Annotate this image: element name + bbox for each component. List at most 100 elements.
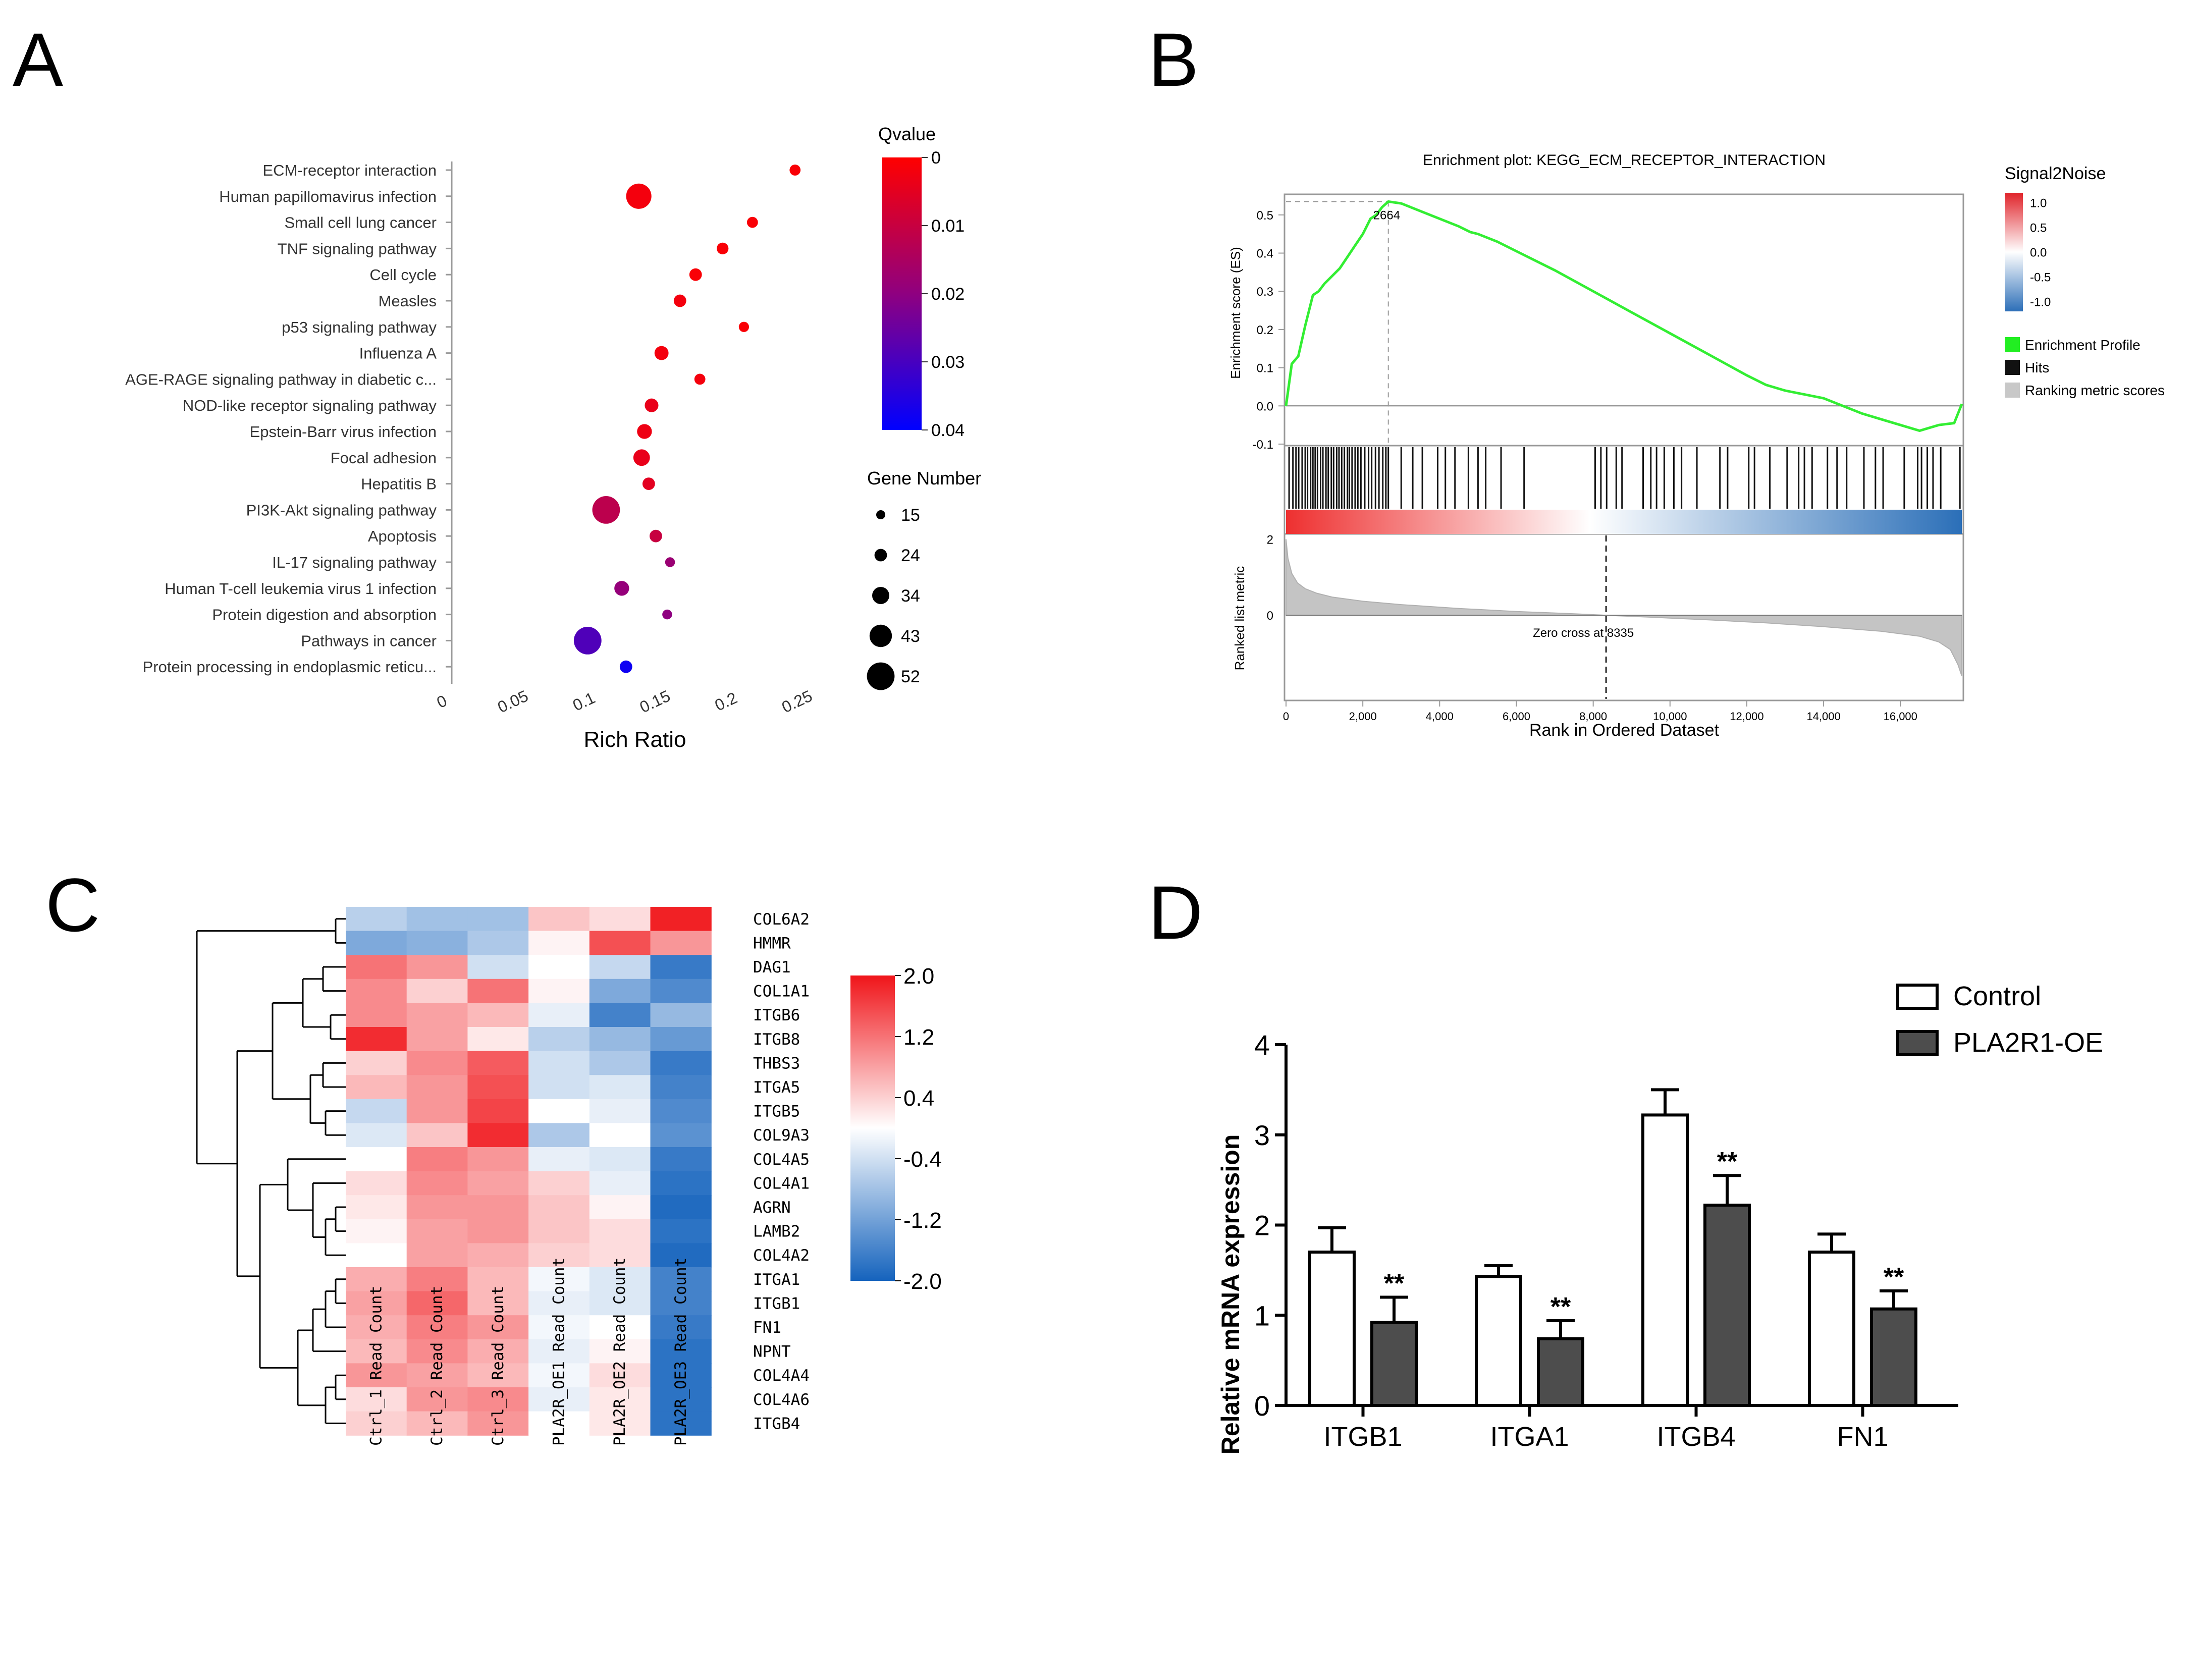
b-x-tick-label: 14,000 xyxy=(1806,710,1840,723)
c-row-label: ITGB1 xyxy=(753,1294,800,1313)
b-ranked-area xyxy=(1286,539,1962,677)
c-heatmap-cell xyxy=(650,1051,712,1075)
c-heatmap-cell xyxy=(346,1171,407,1196)
c-colorbar-ticks: 2.0 1.2 0.4 -0.4 -1.2 -2.0 xyxy=(895,964,942,1294)
c-column-labels: Ctrl_1 Read Count Ctrl_2 Read Count Ctrl_3… xyxy=(367,1258,690,1446)
panel-label-d: D xyxy=(1148,870,1203,955)
c-heatmap-cell xyxy=(589,1195,651,1220)
c-heatmap-cell xyxy=(528,1267,590,1292)
a-dot xyxy=(614,581,629,596)
panel-label-c: C xyxy=(45,862,100,947)
c-heatmap-cell xyxy=(467,1267,529,1292)
c-heatmap-cell xyxy=(589,979,651,1003)
c-heatmap-cell xyxy=(346,1123,407,1148)
b-es-tick-label: 0.4 xyxy=(1257,247,1273,261)
c-heatmap-cell xyxy=(346,1195,407,1220)
c-heatmap-cell xyxy=(528,907,590,932)
d-bar-pla2r1-oe xyxy=(1370,1321,1418,1407)
c-heatmap-cell xyxy=(467,1315,529,1340)
b-signal2noise-ticks: 1.0 0.5 0.0 -0.5 -1.0 xyxy=(2030,197,2051,309)
c-heatmap-cell xyxy=(406,1411,468,1436)
c-heatmap-cell xyxy=(650,1339,712,1364)
a-x-tick-label: 0.25 xyxy=(779,687,815,717)
c-heatmap-cell xyxy=(528,1147,590,1172)
a-gene-legend-dot xyxy=(867,662,895,690)
d-legend-label: Control xyxy=(1953,981,2041,1011)
a-dot xyxy=(662,609,672,620)
panel-b-gsea-plot: Enrichment plot: KEGG_ECM_RECEPTOR_INTER… xyxy=(1228,152,2165,740)
c-heatmap-cell xyxy=(528,1339,590,1364)
b-legend-swatch xyxy=(2005,337,2020,352)
c-heatmap-cell xyxy=(346,1027,407,1052)
a-x-tick-label: 0.05 xyxy=(495,687,531,717)
c-heatmap-cell xyxy=(467,1243,529,1268)
a-category-label: NOD-like receptor signaling pathway xyxy=(183,397,437,414)
c-heatmap-cell xyxy=(528,1075,590,1100)
c-heatmap-cell xyxy=(589,1339,651,1364)
b-peak-label: 2664 xyxy=(1373,208,1400,222)
c-row-label: COL4A1 xyxy=(753,1174,810,1193)
c-row-label: FN1 xyxy=(753,1319,781,1337)
b-x-tick-label: 12,000 xyxy=(1730,710,1763,723)
b-es-curve xyxy=(1285,200,1963,432)
a-x-axis-label: Rich Ratio xyxy=(584,727,686,752)
a-qvalue-ticks: 0 0.01 0.02 0.03 0.04 xyxy=(922,148,965,440)
a-x-tick-label: 0.2 xyxy=(712,688,740,714)
a-category-ticks: ECM-receptor interaction Human papillomav… xyxy=(125,161,452,676)
c-heatmap-cell xyxy=(467,1099,529,1123)
c-heatmap-cell xyxy=(467,1411,529,1436)
a-category-label: p53 signaling pathway xyxy=(282,318,437,336)
panel-a-dot-plot: ECM-receptor interaction Human papillomav… xyxy=(125,124,981,752)
a-dot xyxy=(717,242,729,255)
c-heatmap-cell xyxy=(346,955,407,980)
c-heatmap-cell xyxy=(528,1195,590,1220)
a-qvalue-tick-label: 0.01 xyxy=(931,216,965,236)
c-row-label: COL4A2 xyxy=(753,1247,810,1265)
c-heatmap-cell xyxy=(467,1291,529,1316)
c-heatmap-cell xyxy=(467,1171,529,1196)
c-heatmap-cell xyxy=(346,1363,407,1388)
d-legend-swatch xyxy=(1896,984,1939,1010)
b-title: Enrichment plot: KEGG_ECM_RECEPTOR_INTER… xyxy=(1423,152,1826,169)
c-row-labels: COL6A2 HMMR DAG1 COL1A1 ITGB6 ITGB8 THBS3 ITGA5… xyxy=(753,910,810,1433)
c-heatmap-cell xyxy=(589,1411,651,1436)
c-heatmap-cell xyxy=(346,1147,407,1172)
d-significance-marker: ** xyxy=(1384,1269,1405,1298)
c-heatmap-cell xyxy=(650,1147,712,1172)
a-dot xyxy=(789,165,801,176)
c-heatmap-cell xyxy=(346,1339,407,1364)
c-heatmap-cell xyxy=(650,1267,712,1292)
panel-c-heatmap: COL6A2 HMMR DAG1 COL1A1 ITGB6 ITGB8 THBS3 ITGA5… xyxy=(196,907,942,1446)
c-row-label: COL6A2 xyxy=(753,910,810,929)
c-heatmap-cell xyxy=(589,1363,651,1388)
a-category-label: Protein processing in endoplasmic reticu… xyxy=(143,658,437,676)
c-heatmap-cell xyxy=(650,1195,712,1220)
c-heatmap-cell xyxy=(406,1387,468,1412)
a-category-label: Hepatitis B xyxy=(361,475,437,493)
c-heatmap-cell xyxy=(467,1075,529,1100)
d-bars: ** ** ** ** xyxy=(1308,1088,1917,1407)
a-category-label: Protein digestion and absorption xyxy=(212,606,437,624)
c-heatmap-cell xyxy=(650,1291,712,1316)
a-dots xyxy=(573,165,801,673)
c-heatmap-cell xyxy=(467,1027,529,1052)
d-x-tick-label: FN1 xyxy=(1837,1422,1888,1452)
c-heatmap-cell xyxy=(589,1147,651,1172)
b-legend-items: Enrichment Profile Hits Ranking metric sco… xyxy=(2005,337,2165,398)
panel-label-b: B xyxy=(1148,17,1199,102)
b-legend-label: Hits xyxy=(2025,360,2049,375)
c-heatmap-cell xyxy=(589,931,651,955)
c-row-label: ITGB6 xyxy=(753,1006,800,1024)
c-row-label: AGRN xyxy=(753,1199,791,1217)
c-heatmap-cell xyxy=(650,1387,712,1412)
c-heatmap-cell xyxy=(406,979,468,1003)
d-bar-pla2r1-oe xyxy=(1537,1337,1584,1407)
a-gene-legend-label: 52 xyxy=(901,667,920,686)
c-heatmap-cell xyxy=(650,1123,712,1148)
b-rank-ylabel: Ranked list metric xyxy=(1232,566,1247,671)
c-heatmap-cell xyxy=(650,1171,712,1196)
c-heatmap-cell xyxy=(650,907,712,932)
a-dot xyxy=(738,321,750,332)
b-es-ticks: 0.5 0.4 0.3 0.2 0.1 0.0 -0.1 xyxy=(1253,209,1285,452)
c-heatmap-cell xyxy=(528,1171,590,1196)
